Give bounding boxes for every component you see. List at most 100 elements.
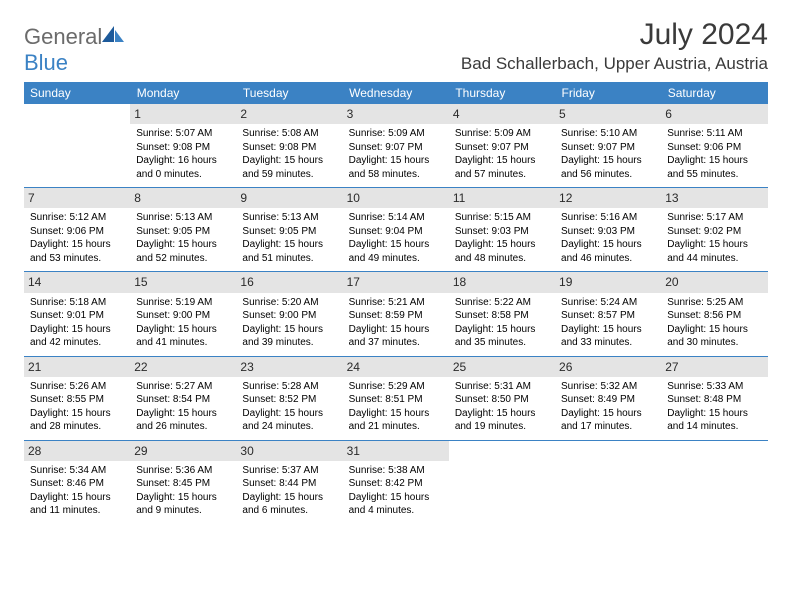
sunrise-line: Sunrise: 5:38 AM <box>349 464 443 478</box>
calendar-day-cell: 27 Sunrise: 5:33 AMSunset: 8:48 PMDayligh… <box>661 356 767 440</box>
daylight-line: Daylight: 15 hours and 37 minutes. <box>349 323 443 350</box>
sunset-line: Sunset: 9:03 PM <box>455 225 549 239</box>
calendar-day-cell: 8Sunrise: 5:13 AMSunset: 9:05 PMDaylight… <box>130 188 236 272</box>
sunrise-line: Sunrise: 5:11 AM <box>667 127 761 141</box>
daylight-line: Daylight: 15 hours and 42 minutes. <box>30 323 124 350</box>
daylight-line: Daylight: 15 hours and 44 minutes. <box>667 238 761 265</box>
day-number: 3 <box>343 104 449 124</box>
sunrise-line: Sunrise: 5:25 AM <box>667 296 761 310</box>
daylight-line: Daylight: 15 hours and 51 minutes. <box>242 238 336 265</box>
calendar-day-cell: 11Sunrise: 5:15 AMSunset: 9:03 PMDayligh… <box>449 188 555 272</box>
day-number: 12 <box>555 188 661 208</box>
calendar-day-cell: 1Sunrise: 5:07 AMSunset: 9:08 PMDaylight… <box>130 104 236 188</box>
calendar-week-row: 14Sunrise: 5:18 AMSunset: 9:01 PMDayligh… <box>24 272 768 356</box>
calendar-day-cell: 14Sunrise: 5:18 AMSunset: 9:01 PMDayligh… <box>24 272 130 356</box>
calendar-day-cell: 13Sunrise: 5:17 AMSunset: 9:02 PMDayligh… <box>661 188 767 272</box>
sunrise-line: Sunrise: 5:10 AM <box>561 127 655 141</box>
day-number: 19 <box>555 272 661 292</box>
brand-name: General Blue <box>24 24 124 76</box>
daylight-line: Daylight: 15 hours and 24 minutes. <box>242 407 336 434</box>
day-number: 27 <box>661 357 767 377</box>
sunrise-line: Sunrise: 5:26 AM <box>30 380 124 394</box>
sunrise-line: Sunrise: 5:32 AM <box>561 380 655 394</box>
sunset-line: Sunset: 8:48 PM <box>667 393 761 407</box>
day-header: Monday <box>130 82 236 104</box>
calendar-day-cell: 4Sunrise: 5:09 AMSunset: 9:07 PMDaylight… <box>449 104 555 188</box>
calendar-day-cell: 15Sunrise: 5:19 AMSunset: 9:00 PMDayligh… <box>130 272 236 356</box>
brand-name-part1: General <box>24 24 102 49</box>
sunset-line: Sunset: 9:00 PM <box>242 309 336 323</box>
daylight-line: Daylight: 15 hours and 57 minutes. <box>455 154 549 181</box>
calendar-day-cell: 2Sunrise: 5:08 AMSunset: 9:08 PMDaylight… <box>236 104 342 188</box>
daylight-line: Daylight: 15 hours and 56 minutes. <box>561 154 655 181</box>
daylight-line: Daylight: 15 hours and 53 minutes. <box>30 238 124 265</box>
sunrise-line: Sunrise: 5:18 AM <box>30 296 124 310</box>
day-number: 8 <box>130 188 236 208</box>
calendar-day-cell: 10Sunrise: 5:14 AMSunset: 9:04 PMDayligh… <box>343 188 449 272</box>
day-number: 7 <box>24 188 130 208</box>
calendar-day-cell: 31Sunrise: 5:38 AMSunset: 8:42 PMDayligh… <box>343 440 449 524</box>
calendar-day-cell: 26Sunrise: 5:32 AMSunset: 8:49 PMDayligh… <box>555 356 661 440</box>
sunrise-line: Sunrise: 5:27 AM <box>136 380 230 394</box>
day-number: 13 <box>661 188 767 208</box>
sunset-line: Sunset: 8:46 PM <box>30 477 124 491</box>
calendar-week-row: 21 Sunrise: 5:26 AMSunset: 8:55 PM Dayligh… <box>24 356 768 440</box>
sunset-line: Sunset: 9:07 PM <box>561 141 655 155</box>
daylight-line: Daylight: 15 hours and 39 minutes. <box>242 323 336 350</box>
day-number: 5 <box>555 104 661 124</box>
sunrise-line: Sunrise: 5:09 AM <box>349 127 443 141</box>
sunset-line: Sunset: 8:51 PM <box>349 393 443 407</box>
daylight-line: Daylight: 15 hours and 49 minutes. <box>349 238 443 265</box>
calendar-day-cell: 12Sunrise: 5:16 AMSunset: 9:03 PMDayligh… <box>555 188 661 272</box>
sunrise-line: Sunrise: 5:33 AM <box>667 380 761 394</box>
day-number: 15 <box>130 272 236 292</box>
calendar-day-cell: 9Sunrise: 5:13 AMSunset: 9:05 PMDaylight… <box>236 188 342 272</box>
calendar-day-cell: 25Sunrise: 5:31 AMSunset: 8:50 PMDayligh… <box>449 356 555 440</box>
sunrise-line: Sunrise: 5:07 AM <box>136 127 230 141</box>
sunrise-line: Sunrise: 5:14 AM <box>349 211 443 225</box>
sunset-line: Sunset: 8:55 PM <box>30 393 124 407</box>
daylight-line: Daylight: 15 hours and 33 minutes. <box>561 323 655 350</box>
calendar-day-cell: 3Sunrise: 5:09 AMSunset: 9:07 PMDaylight… <box>343 104 449 188</box>
calendar-day-cell <box>24 104 130 188</box>
day-number: 25 <box>449 357 555 377</box>
day-number: 29 <box>130 441 236 461</box>
sunrise-line: Sunrise: 5:13 AM <box>136 211 230 225</box>
daylight-line: Daylight: 15 hours and 41 minutes. <box>136 323 230 350</box>
sunset-line: Sunset: 8:49 PM <box>561 393 655 407</box>
day-number: 26 <box>555 357 661 377</box>
day-header: Tuesday <box>236 82 342 104</box>
page-header: General Blue July 2024 Bad Schallerbach,… <box>24 18 768 76</box>
day-number: 20 <box>661 272 767 292</box>
sunset-line: Sunset: 8:42 PM <box>349 477 443 491</box>
sunset-line: Sunset: 9:02 PM <box>667 225 761 239</box>
sunrise-line: Sunrise: 5:09 AM <box>455 127 549 141</box>
sunset-line: Sunset: 8:54 PM <box>136 393 230 407</box>
daylight-line: Daylight: 15 hours and 6 minutes. <box>242 491 336 518</box>
day-number: 21 <box>24 357 130 377</box>
daylight-line: Daylight: 15 hours and 9 minutes. <box>136 491 230 518</box>
sunset-line: Sunset: 8:50 PM <box>455 393 549 407</box>
daylight-line: Daylight: 15 hours and 46 minutes. <box>561 238 655 265</box>
calendar-day-cell: 23Sunrise: 5:28 AMSunset: 8:52 PMDayligh… <box>236 356 342 440</box>
day-number: 18 <box>449 272 555 292</box>
sunset-line: Sunset: 8:58 PM <box>455 309 549 323</box>
daylight-line: Daylight: 15 hours and 14 minutes. <box>667 407 761 434</box>
sunrise-line: Sunrise: 5:37 AM <box>242 464 336 478</box>
daylight-line: Daylight: 15 hours and 59 minutes. <box>242 154 336 181</box>
sunrise-line: Sunrise: 5:15 AM <box>455 211 549 225</box>
daylight-line: Daylight: 15 hours and 4 minutes. <box>349 491 443 518</box>
header-right: July 2024 Bad Schallerbach, Upper Austri… <box>461 18 768 74</box>
calendar-day-cell: 29Sunrise: 5:36 AMSunset: 8:45 PMDayligh… <box>130 440 236 524</box>
sunset-line: Sunset: 9:00 PM <box>136 309 230 323</box>
calendar-day-cell: 5 Sunrise: 5:10 AMSunset: 9:07 PMDaylight… <box>555 104 661 188</box>
calendar-day-cell <box>555 440 661 524</box>
calendar-week-row: 7Sunrise: 5:12 AMSunset: 9:06 PMDaylight… <box>24 188 768 272</box>
day-number: 1 <box>130 104 236 124</box>
sunrise-line: Sunrise: 5:20 AM <box>242 296 336 310</box>
daylight-line: Daylight: 15 hours and 11 minutes. <box>30 491 124 518</box>
sunset-line: Sunset: 8:56 PM <box>667 309 761 323</box>
day-header: Saturday <box>661 82 767 104</box>
sunrise-line: Sunrise: 5:08 AM <box>242 127 336 141</box>
calendar-day-cell <box>661 440 767 524</box>
